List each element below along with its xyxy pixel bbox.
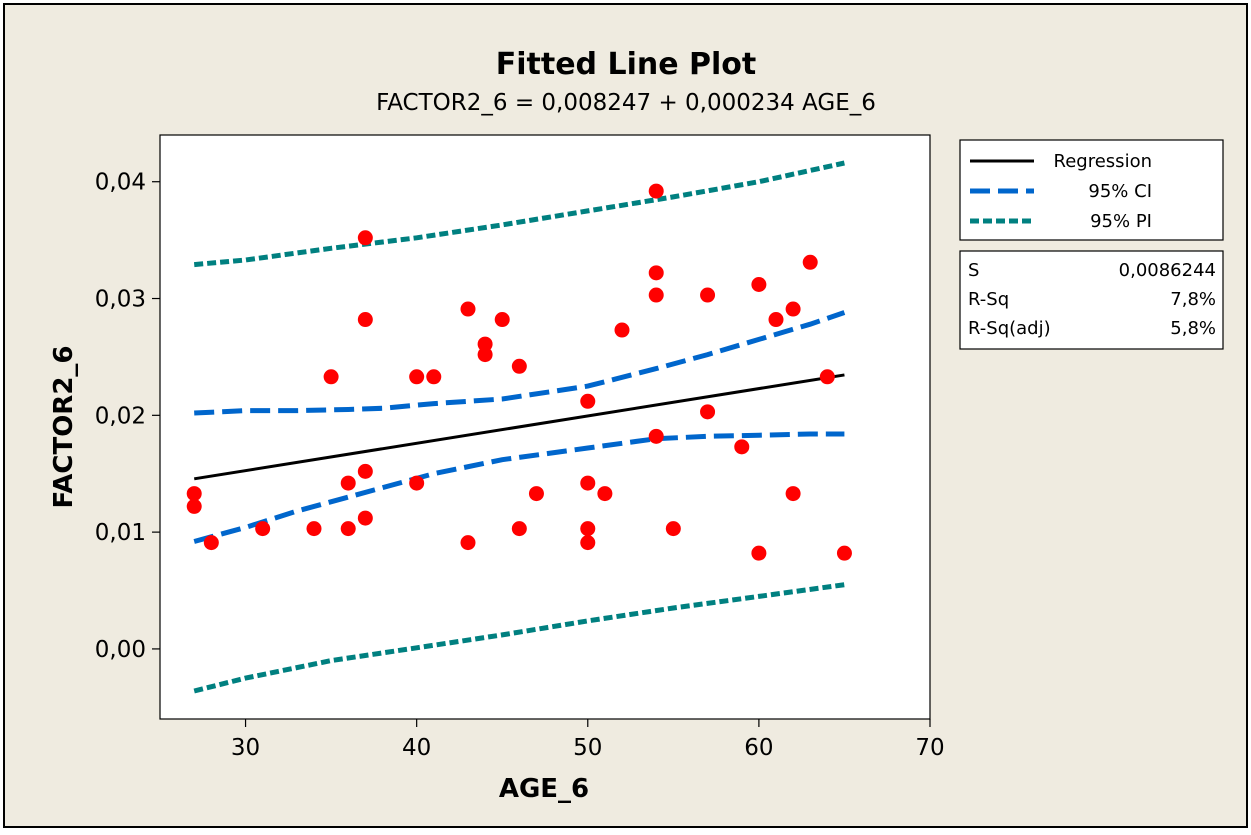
y-tick-label: 0,00: [95, 637, 146, 663]
x-tick-label: 40: [402, 735, 431, 761]
pi-upper-line: [193, 160, 845, 268]
data-point: [255, 521, 271, 537]
plot-area: [159, 134, 931, 720]
series-layer: [193, 160, 846, 694]
data-point: [511, 521, 527, 537]
data-point: [477, 347, 493, 363]
data-point: [734, 439, 750, 455]
data-point: [580, 535, 596, 551]
data-point: [511, 358, 527, 374]
data-point: [836, 545, 852, 561]
data-point: [477, 336, 493, 352]
data-point: [751, 545, 767, 561]
legend-regression-label: Regression: [1054, 151, 1152, 172]
x-tick-label: 70: [915, 735, 944, 761]
stat-rsq-adj-label: R-Sq(adj): [968, 318, 1051, 339]
data-point: [186, 498, 202, 514]
data-point: [426, 369, 442, 385]
stat-rsq-value: 7,8%: [1170, 289, 1216, 310]
stat-rsq-adj-value: 5,8%: [1170, 318, 1216, 339]
pi-lower-line: [193, 582, 845, 694]
stat-rsq-label: R-Sq: [968, 289, 1009, 310]
data-point: [785, 301, 801, 317]
x-tick-label: 30: [231, 735, 260, 761]
data-point: [203, 535, 219, 551]
data-point: [494, 312, 510, 328]
legend-pi-label: 95% PI: [1090, 211, 1152, 232]
chart-title: Fitted Line Plot: [496, 47, 757, 82]
data-point: [357, 312, 373, 328]
data-point: [306, 521, 322, 537]
stats-box: S 0,0086244 R-Sq 7,8% R-Sq(adj) 5,8%: [959, 250, 1224, 350]
data-point: [340, 475, 356, 491]
data-point: [819, 369, 835, 385]
data-point: [580, 475, 596, 491]
y-tick-label: 0,02: [95, 403, 146, 429]
stat-s-value: 0,0086244: [1119, 260, 1216, 281]
data-point: [580, 393, 596, 409]
data-point: [357, 230, 373, 246]
data-point: [700, 404, 716, 420]
data-point: [528, 486, 544, 502]
data-point: [648, 183, 664, 199]
legend-box: Regression 95% CI 95% PI: [959, 139, 1224, 241]
data-point: [460, 301, 476, 317]
data-point: [409, 369, 425, 385]
x-axis: 30 40 50 60 70: [231, 719, 945, 761]
data-point: [597, 486, 613, 502]
data-point: [648, 265, 664, 281]
y-tick-label: 0,03: [95, 287, 146, 313]
ci-lower-line: [193, 431, 845, 544]
data-point: [700, 287, 716, 303]
data-point: [648, 428, 664, 444]
data-point: [409, 475, 425, 491]
ci-upper-line: [194, 310, 846, 416]
chart-subtitle: FACTOR2_6 = 0,008247 + 0,000234 AGE_6: [376, 90, 876, 116]
data-point: [357, 463, 373, 479]
stat-s-label: S: [968, 260, 979, 281]
x-tick-label: 60: [744, 735, 773, 761]
data-point: [186, 486, 202, 502]
y-tick-label: 0,01: [95, 520, 146, 546]
data-point: [580, 521, 596, 537]
data-points: [186, 183, 852, 561]
y-axis-label: FACTOR2_6: [49, 345, 79, 508]
data-point: [665, 521, 681, 537]
regression-line: [193, 373, 845, 481]
x-axis-label: AGE_6: [499, 774, 589, 804]
x-tick-label: 50: [573, 735, 602, 761]
data-point: [751, 277, 767, 293]
data-point: [802, 254, 818, 270]
y-axis: 0,00 0,01 0,02 0,03 0,04: [95, 170, 160, 663]
data-point: [614, 322, 630, 338]
data-point: [357, 510, 373, 526]
legend-ci-label: 95% CI: [1088, 181, 1152, 202]
data-point: [768, 312, 784, 328]
data-point: [323, 369, 339, 385]
data-point: [340, 521, 356, 537]
data-point: [785, 486, 801, 502]
stats-frame: [959, 250, 1224, 350]
data-point: [460, 535, 476, 551]
y-tick-label: 0,04: [95, 170, 146, 196]
data-point: [648, 287, 664, 303]
